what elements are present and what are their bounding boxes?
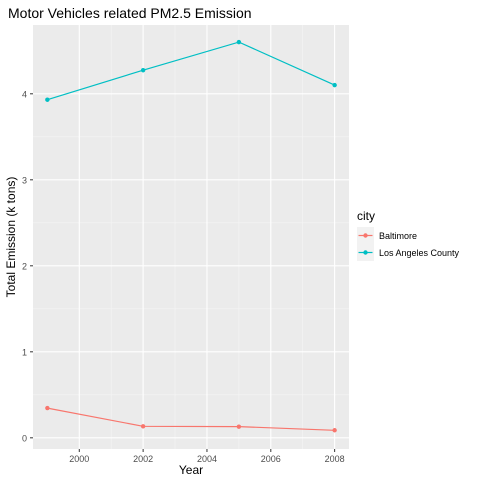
- x-tick-label: 2000: [69, 454, 89, 464]
- y-tick-label: 4: [22, 89, 27, 99]
- y-axis-title: Total Emission (k tons): [4, 177, 18, 298]
- y-tick-label: 1: [22, 347, 27, 357]
- legend-key-point-baltimore: [363, 233, 368, 238]
- y-axis: 0 1 2 3 4: [22, 89, 33, 443]
- legend: city Baltimore Los Angeles County: [357, 209, 460, 261]
- legend-title: city: [357, 209, 375, 223]
- series-layer: [45, 39, 337, 433]
- chart-title: Motor Vehicles related PM2.5 Emission: [8, 5, 252, 21]
- legend-label-baltimore: Baltimore: [379, 231, 417, 241]
- x-tick-label: 2004: [197, 454, 217, 464]
- y-tick-label: 0: [22, 433, 27, 443]
- grid-minor: [33, 25, 349, 449]
- x-tick-label: 2008: [325, 454, 345, 464]
- y-tick-label: 2: [22, 261, 27, 271]
- x-axis: 2000 2002 2004 2006 2008: [69, 449, 345, 464]
- data-point-los-angeles-county: [332, 82, 337, 88]
- x-tick-label: 2006: [261, 454, 281, 464]
- data-point-los-angeles-county: [236, 39, 242, 45]
- grid-major: [33, 25, 349, 449]
- x-tick-label: 2002: [133, 454, 153, 464]
- data-point-baltimore: [236, 424, 242, 429]
- x-axis-title: Year: [179, 463, 203, 477]
- legend-key-point-los-angeles-county: [363, 250, 368, 255]
- y-tick-label: 3: [22, 175, 27, 185]
- legend-label-los-angeles-county: Los Angeles County: [379, 248, 460, 258]
- series-line-los-angeles-county: [47, 41, 335, 101]
- data-point-los-angeles-county: [45, 97, 50, 102]
- data-point-baltimore: [140, 424, 146, 429]
- data-point-los-angeles-county: [140, 68, 146, 73]
- plot-panel: [33, 25, 349, 449]
- data-point-baltimore: [332, 428, 337, 433]
- data-point-baltimore: [45, 405, 50, 411]
- series-line-baltimore: [47, 407, 335, 431]
- legend-keys: Baltimore Los Angeles County: [357, 227, 460, 261]
